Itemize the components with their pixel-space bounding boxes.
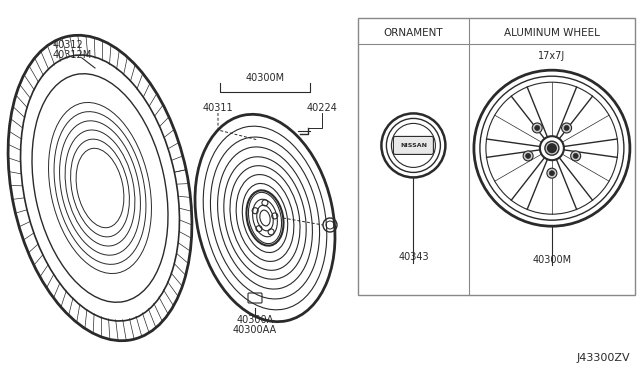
Bar xyxy=(358,18,635,295)
Circle shape xyxy=(532,123,542,133)
Circle shape xyxy=(534,125,540,131)
Circle shape xyxy=(523,151,533,161)
Circle shape xyxy=(573,153,578,158)
Circle shape xyxy=(564,125,569,131)
Text: 40311: 40311 xyxy=(203,103,234,113)
Ellipse shape xyxy=(548,144,556,152)
FancyBboxPatch shape xyxy=(394,137,433,154)
Text: 40312M: 40312M xyxy=(52,50,92,60)
Text: J43300ZV: J43300ZV xyxy=(577,353,630,363)
Text: 40312: 40312 xyxy=(52,40,83,50)
Circle shape xyxy=(571,151,580,161)
Text: ORNAMENT: ORNAMENT xyxy=(383,28,444,38)
Text: NISSAN: NISSAN xyxy=(400,143,427,148)
Circle shape xyxy=(549,171,554,176)
Text: 40343: 40343 xyxy=(398,252,429,262)
Circle shape xyxy=(525,153,531,158)
Ellipse shape xyxy=(545,141,559,155)
Text: ALUMINUM WHEEL: ALUMINUM WHEEL xyxy=(504,28,600,38)
Circle shape xyxy=(547,168,557,178)
Text: 40300M: 40300M xyxy=(532,255,572,265)
Text: 40224: 40224 xyxy=(307,103,337,113)
Text: 40300A: 40300A xyxy=(236,315,274,325)
Circle shape xyxy=(561,123,572,133)
Text: 40300AA: 40300AA xyxy=(233,325,277,335)
Text: 17x7J: 17x7J xyxy=(538,51,566,61)
Text: 40300M: 40300M xyxy=(245,73,285,83)
